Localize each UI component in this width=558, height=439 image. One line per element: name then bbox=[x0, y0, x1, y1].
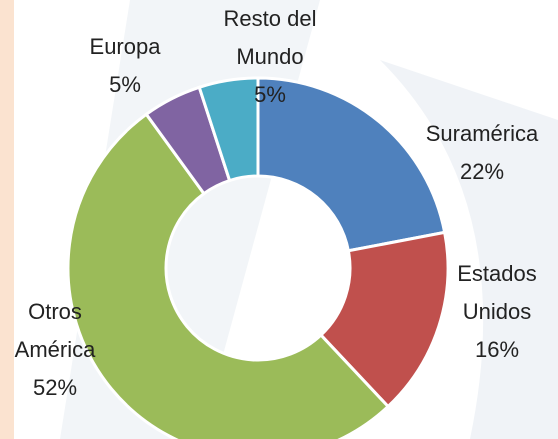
slice-label: Suramérica 22% bbox=[420, 115, 545, 191]
value-label: 52% bbox=[32, 375, 78, 400]
edge-strip bbox=[0, 0, 14, 439]
background-shape bbox=[380, 60, 558, 439]
donut-slice bbox=[256, 76, 447, 253]
slice-label: Resto del Mundo 5% bbox=[210, 0, 330, 114]
donut-slice bbox=[318, 230, 450, 409]
category-label: Europa bbox=[89, 34, 161, 59]
category-label: Otros América bbox=[14, 299, 96, 362]
category-label: Resto del Mundo bbox=[223, 6, 317, 69]
value-label: 5% bbox=[254, 82, 286, 107]
value-label: 22% bbox=[459, 159, 505, 184]
donut-slice bbox=[197, 76, 260, 183]
donut bbox=[66, 76, 450, 439]
slice-label: Otros América 52% bbox=[0, 293, 110, 407]
slice-label: Europa 5% bbox=[75, 28, 175, 104]
donut-slice bbox=[66, 112, 391, 439]
slice-label: Estados Unidos 16% bbox=[442, 255, 552, 369]
category-label: Suramérica bbox=[425, 121, 539, 146]
value-label: 5% bbox=[109, 72, 141, 97]
category-label: Estados Unidos bbox=[457, 261, 537, 324]
value-label: 16% bbox=[474, 337, 520, 362]
